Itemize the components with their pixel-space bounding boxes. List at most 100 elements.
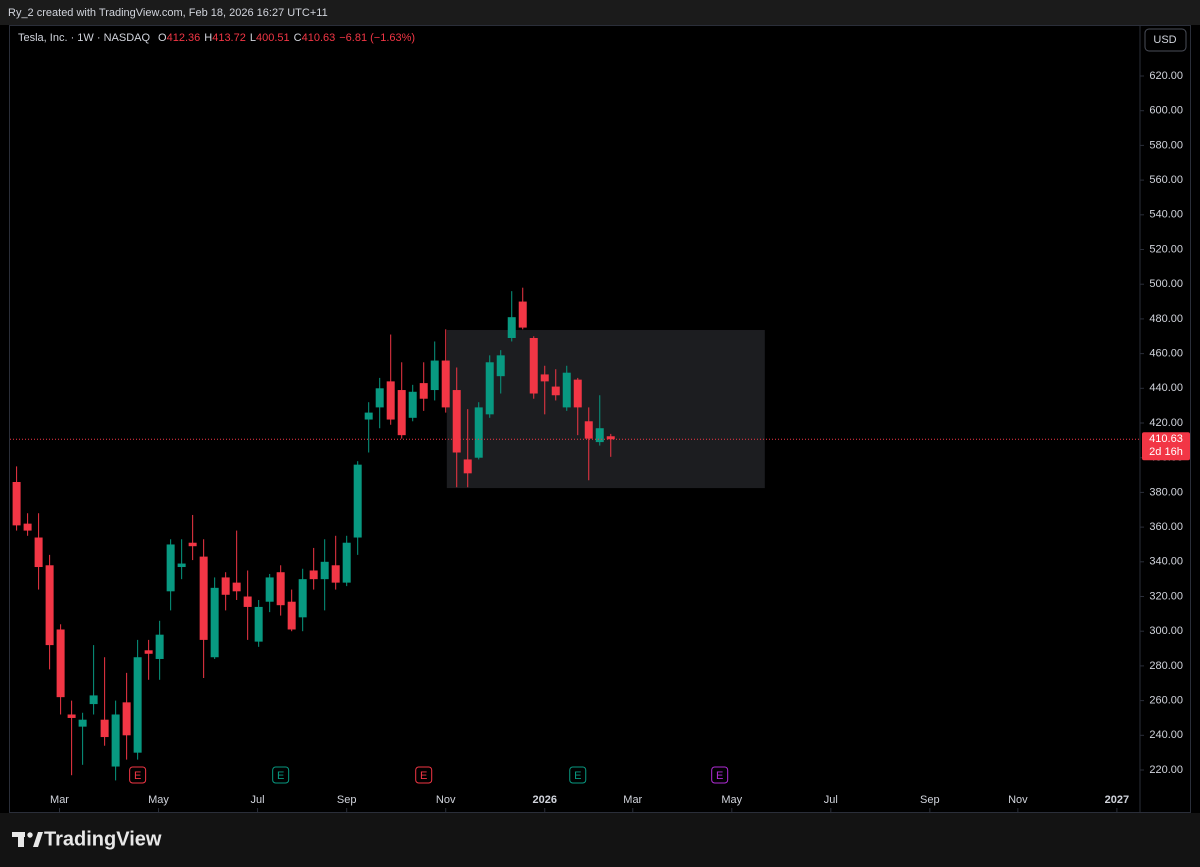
change: −6.81 (−1.63%): [339, 32, 415, 44]
ohlc-label: L: [250, 32, 256, 44]
y-tick-label: 580.00: [1149, 139, 1183, 151]
x-tick-label: Mar: [623, 794, 642, 806]
candle-body: [485, 362, 494, 415]
candle-body: [23, 523, 32, 531]
candle-body: [177, 563, 186, 568]
candle-body: [45, 565, 54, 646]
candle-body: [452, 390, 461, 453]
candle-body: [232, 582, 241, 592]
candle-body: [243, 596, 252, 607]
candle-body: [56, 629, 65, 698]
event-label: E: [716, 770, 723, 782]
event-marker: [272, 766, 290, 784]
y-tick-label: 420.00: [1149, 417, 1183, 429]
x-tick-label: 2026: [532, 794, 556, 806]
candle-body: [573, 379, 582, 408]
candle-body: [419, 383, 428, 399]
candle-body: [606, 436, 615, 440]
candle-body: [34, 537, 43, 568]
x-tick-label: Jul: [251, 794, 265, 806]
candle-body: [221, 577, 230, 595]
last-price-label: 410.63: [1149, 433, 1183, 445]
candle-body: [89, 695, 98, 705]
candle-body: [287, 601, 296, 630]
y-tick-label: 260.00: [1149, 695, 1183, 707]
candle-body: [342, 542, 351, 583]
x-tick-label: Sep: [920, 794, 940, 806]
y-tick-label: 240.00: [1149, 729, 1183, 741]
currency-button[interactable]: [1144, 28, 1187, 52]
candle-body: [386, 381, 395, 420]
x-tick-label: May: [148, 794, 169, 806]
candle-body: [397, 390, 406, 436]
ohlc-value: 412.36: [167, 32, 201, 44]
y-tick-label: 520.00: [1149, 243, 1183, 255]
candle-body: [375, 388, 384, 408]
candle-body: [441, 360, 450, 408]
candle-body: [364, 412, 373, 420]
ohlc-label: H: [204, 32, 212, 44]
candle-body: [430, 360, 439, 391]
y-tick-label: 220.00: [1149, 764, 1183, 776]
x-tick-label: May: [721, 794, 742, 806]
event-marker: [415, 766, 433, 784]
candle-body: [408, 391, 417, 418]
candle-body: [331, 565, 340, 583]
event-marker: [129, 766, 147, 784]
x-tick-label: Sep: [337, 794, 357, 806]
ohlc-value: 400.51: [256, 32, 290, 44]
candle-body: [309, 570, 318, 580]
candle-body: [111, 714, 120, 767]
event-label: E: [134, 770, 141, 782]
candle-body: [507, 317, 516, 338]
y-tick-label: 480.00: [1149, 313, 1183, 325]
plot: 220.00 240.00 260.00 280.00 300.00 320.00 340.…: [10, 70, 1190, 812]
candle-body: [78, 719, 87, 727]
x-tick-label: 2027: [1105, 794, 1129, 806]
x-tick-label: Nov: [1008, 794, 1028, 806]
y-tick-label: 600.00: [1149, 105, 1183, 117]
credit: Ry_2 created with TradingView.com, Feb 1…: [8, 7, 328, 19]
x-tick-label: Mar: [50, 794, 69, 806]
currency[interactable]: USD: [1153, 34, 1176, 46]
candle-body: [100, 719, 109, 738]
y-tick-label: 280.00: [1149, 660, 1183, 672]
x-tick-label: Jul: [824, 794, 838, 806]
y-tick-label: 540.00: [1149, 209, 1183, 221]
range-box: [446, 330, 765, 489]
candle-body: [518, 301, 527, 328]
title: Tesla, Inc. · 1W · NASDAQ: [18, 32, 150, 44]
candle-body: [595, 428, 604, 443]
y-tick-label: 380.00: [1149, 486, 1183, 498]
event-label: E: [574, 770, 581, 782]
candle-body: [540, 374, 549, 382]
candle-body: [584, 421, 593, 439]
candle-body: [188, 542, 197, 547]
ohlc-value: 410.63: [302, 32, 336, 44]
x-tick-label: Nov: [436, 794, 456, 806]
candle-body: [144, 650, 153, 654]
candle-body: [353, 464, 362, 538]
candle-body: [562, 372, 571, 408]
candle-body: [12, 482, 21, 526]
y-tick-label: 460.00: [1149, 348, 1183, 360]
ohlc-label: C: [294, 32, 302, 44]
ohlc-label: O: [158, 32, 167, 44]
event-label: E: [277, 770, 284, 782]
event-marker: [569, 766, 587, 784]
y-tick-label: 360.00: [1149, 521, 1183, 533]
y-tick-label: 300.00: [1149, 625, 1183, 637]
candle-body: [254, 606, 263, 642]
brand: TradingView: [44, 828, 162, 850]
candle-body: [276, 572, 285, 606]
candle-body: [320, 561, 329, 580]
logo-dot: [27, 832, 33, 838]
candle-body: [265, 577, 274, 602]
ohlc-value: 413.72: [212, 32, 246, 44]
candle-body: [210, 587, 219, 658]
chart-frame: [9, 25, 1191, 813]
candle-body: [166, 544, 175, 592]
countdown: 2d 16h: [1149, 446, 1183, 458]
y-tick-label: 500.00: [1149, 278, 1183, 290]
